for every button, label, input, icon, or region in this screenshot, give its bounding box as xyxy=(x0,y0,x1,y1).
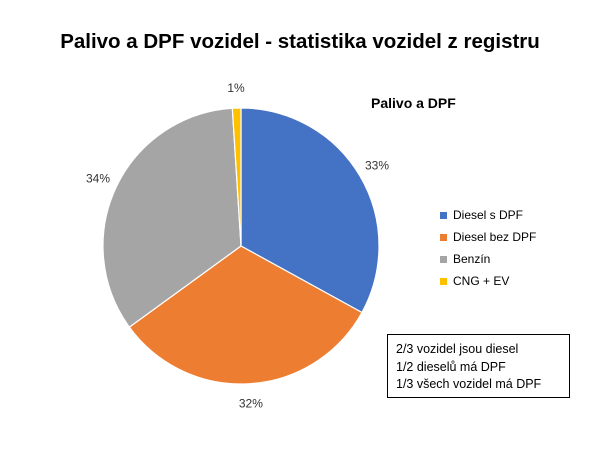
legend-label: CNG + EV xyxy=(453,274,510,288)
pie-slices xyxy=(102,107,380,385)
legend-item-cng-ev: CNG + EV xyxy=(440,270,536,292)
summary-note-line: 1/3 všech vozidel má DPF xyxy=(396,377,542,391)
data-label: 1% xyxy=(227,81,245,95)
data-label: 34% xyxy=(86,172,110,186)
legend-item-diesel-s-dpf: Diesel s DPF xyxy=(440,204,536,226)
pie-slice-diesel-bez-dpf xyxy=(128,245,363,385)
summary-note-line: 1/2 dieselů má DPF xyxy=(396,359,506,374)
legend-swatch xyxy=(440,233,447,241)
pie-slice-labels: 33% 32% 34% 1% xyxy=(86,81,389,411)
summary-note-line: 2/3 vozidel jsou diesel xyxy=(396,342,519,356)
pie-slice-diesel-s-dpf xyxy=(240,107,380,314)
legend-swatch xyxy=(440,211,447,219)
legend-swatch xyxy=(440,255,447,263)
legend: Diesel s DPF Diesel bez DPF Benzín CNG +… xyxy=(440,204,536,292)
legend-swatch xyxy=(440,277,447,285)
chart-title: Palivo a DPF vozidel - statistika vozide… xyxy=(60,30,540,53)
legend-label: Benzín xyxy=(453,252,491,266)
data-label: 32% xyxy=(239,397,263,411)
pie-slice-benz-n xyxy=(102,107,242,328)
legend-label: Diesel s DPF xyxy=(453,208,524,222)
data-label: 33% xyxy=(365,159,389,173)
legend-item-diesel-bez-dpf: Diesel bez DPF xyxy=(440,226,536,248)
legend-title: Palivo a DPF xyxy=(371,95,456,111)
summary-note-box: 2/3 vozidel jsou diesel 1/2 dieselů má D… xyxy=(387,334,570,398)
pie-slice-cng-ev xyxy=(231,107,242,247)
legend-label: Diesel bez DPF xyxy=(453,230,537,244)
legend-item-benzin: Benzín xyxy=(440,248,536,270)
